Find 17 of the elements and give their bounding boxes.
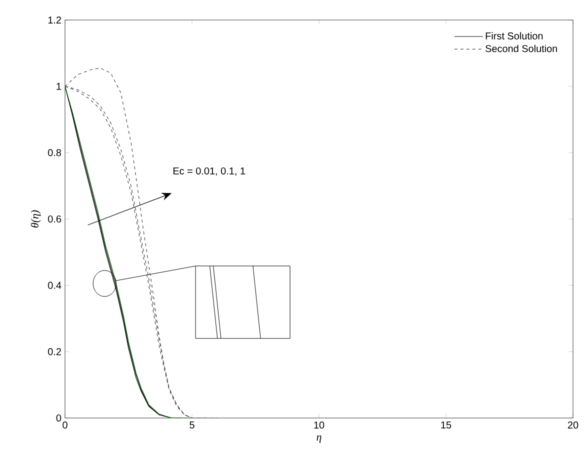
legend-label: First Solution [486,32,543,40]
y-tick-label: 1 [56,82,61,90]
x-tick-label: 0 [62,422,68,429]
x-tick-label: 5 [190,422,194,428]
y-tick-label: 1.2 [48,16,61,24]
y-axis-title: θ(η) [30,210,41,228]
x-axis-title: η [316,435,322,443]
annotation: Ec = 0.01, 0.1, 1 [173,167,246,176]
x-tick-label: 15 [441,422,452,428]
y-tick-label: 0.2 [48,348,61,356]
y-tick-label: 0 [56,414,62,422]
y-tick-label: 0.4 [48,282,62,289]
y-tick-label: 0.6 [48,215,62,223]
y-tick-label: 0.8 [48,149,62,156]
x-tick-label: 10 [314,422,324,429]
x-tick-label: 20 [568,422,578,429]
legend-label: Second Solution [486,44,557,52]
